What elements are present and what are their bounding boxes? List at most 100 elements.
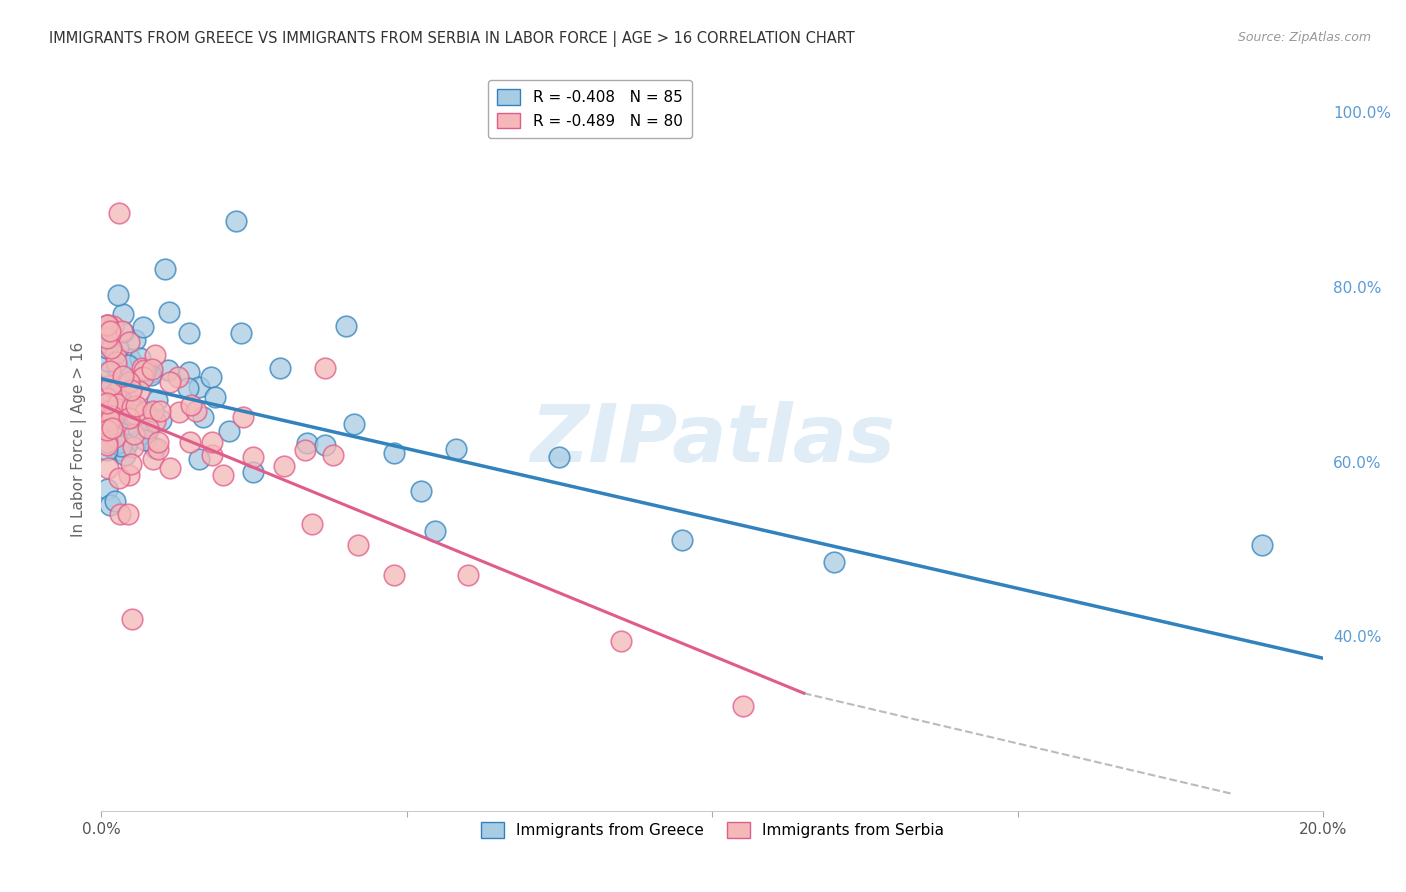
Point [100,341,122,355]
Point [139,368,162,383]
Point [269,360,291,375]
Point [108,205,131,219]
Point [128,384,150,399]
Point [134,433,156,447]
Point [823,555,845,569]
Point [314,361,336,376]
Point [117,408,139,422]
Point [186,403,208,417]
Point [103,346,125,360]
Point [104,409,127,423]
Point [117,417,139,432]
Point [346,538,368,552]
Point [169,405,191,419]
Point [96,365,118,379]
Point [148,442,170,456]
Point [98,364,121,378]
Point [218,424,240,438]
Point [149,404,172,418]
Point [117,375,139,389]
Point [157,304,180,318]
Point [153,262,176,277]
Point [101,441,124,455]
Point [384,568,406,582]
Point [135,362,157,376]
Point [232,409,254,424]
Point [343,417,366,431]
Point [121,380,143,394]
Point [149,413,172,427]
Point [104,430,127,444]
Point [136,423,159,437]
Point [141,362,163,376]
Point [131,411,153,425]
Point [104,384,127,399]
Point [295,436,318,450]
Point [335,319,357,334]
Legend: Immigrants from Greece, Immigrants from Serbia: Immigrants from Greece, Immigrants from … [475,816,950,845]
Point [120,457,142,471]
Point [115,437,138,451]
Point [294,442,316,457]
Point [96,318,118,332]
Point [188,380,211,394]
Point [127,421,149,435]
Point [114,448,136,462]
Point [112,398,135,412]
Point [104,355,127,369]
Point [100,420,122,434]
Point [117,359,139,373]
Point [96,482,118,496]
Point [122,440,145,454]
Point [136,409,159,423]
Point [96,443,118,458]
Point [124,408,146,422]
Point [107,342,129,356]
Point [143,348,166,362]
Point [159,460,181,475]
Point [111,400,134,414]
Point [384,446,406,460]
Point [115,406,138,420]
Y-axis label: In Labor Force | Age > 16: In Labor Force | Age > 16 [72,343,87,538]
Point [548,450,571,465]
Point [96,383,118,397]
Point [110,378,132,392]
Point [134,405,156,419]
Point [111,324,134,338]
Point [177,326,200,340]
Point [273,458,295,473]
Point [112,369,135,384]
Point [136,421,159,435]
Point [122,426,145,441]
Point [201,448,224,462]
Point [156,363,179,377]
Point [118,394,141,409]
Point [101,318,124,333]
Point [121,400,143,414]
Point [145,392,167,407]
Point [177,381,200,395]
Point [108,401,131,416]
Point [96,410,118,425]
Point [100,378,122,392]
Point [142,451,165,466]
Point [115,435,138,450]
Point [166,369,188,384]
Point [143,414,166,428]
Point [117,507,139,521]
Point [301,517,323,532]
Point [159,375,181,389]
Point [98,404,121,418]
Point [425,524,447,538]
Point [229,326,252,340]
Point [108,507,131,521]
Point [107,287,129,301]
Point [122,410,145,425]
Point [110,439,132,453]
Point [129,351,152,365]
Point [101,409,124,424]
Point [118,334,141,349]
Point [201,434,224,449]
Point [322,448,344,462]
